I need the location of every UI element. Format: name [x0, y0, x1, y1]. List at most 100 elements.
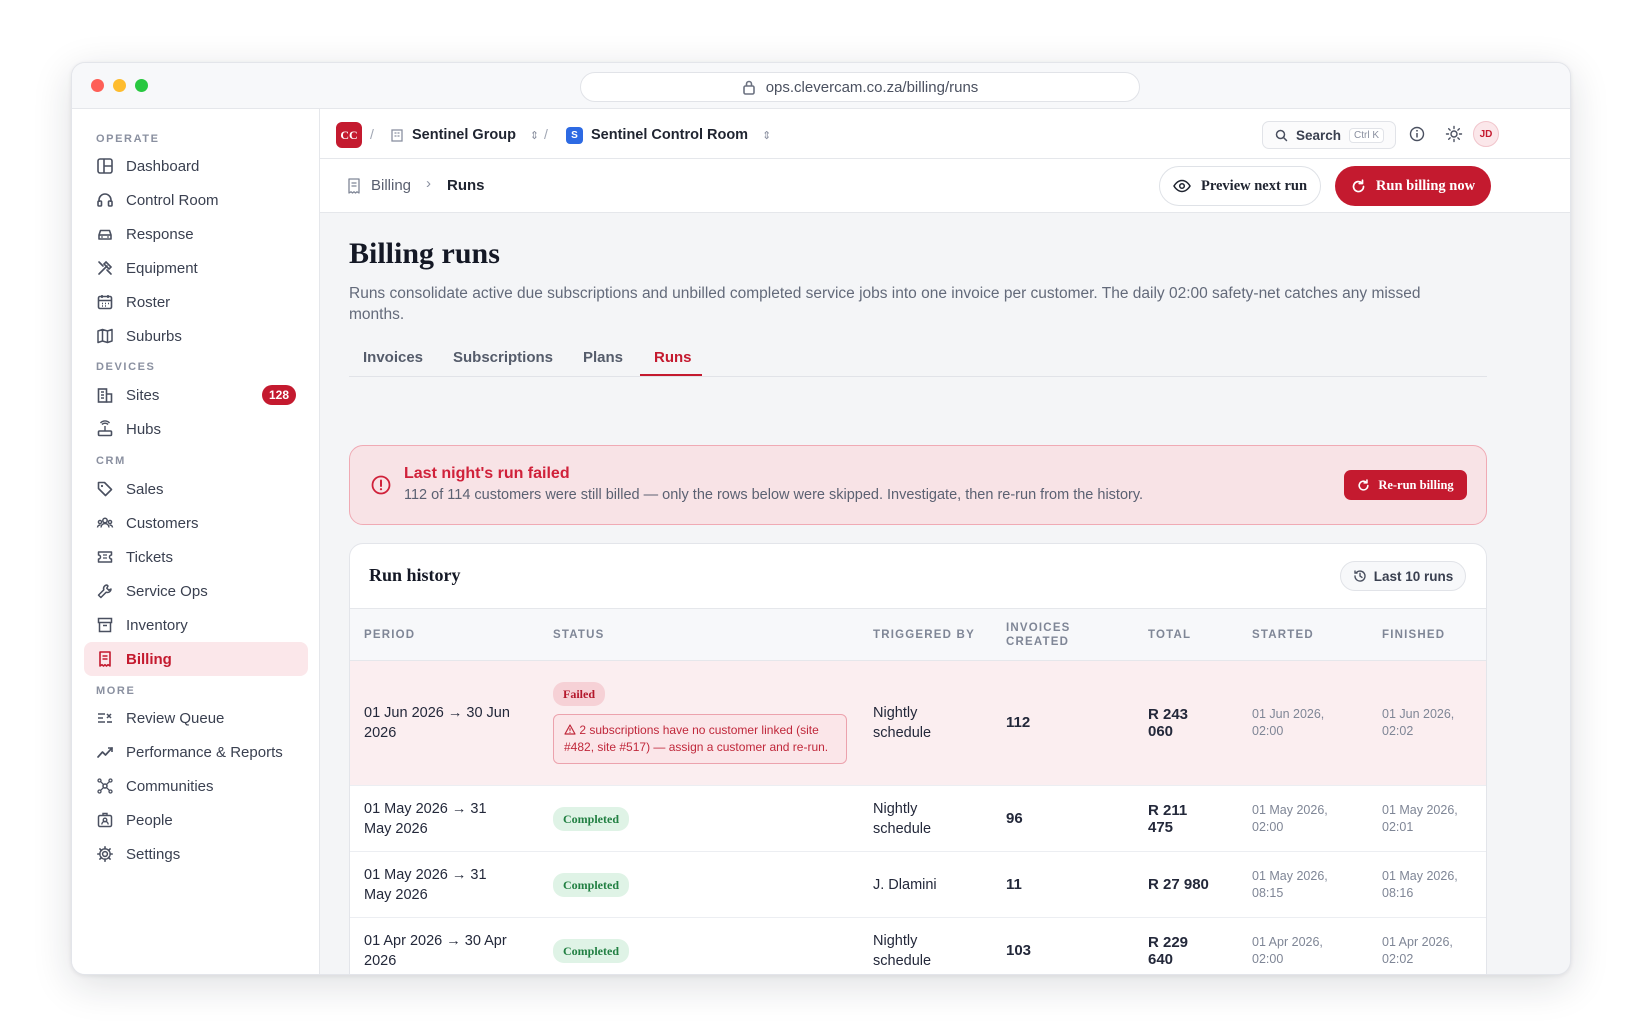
wrench-icon	[97, 584, 112, 599]
sidebar-item-sites[interactable]: Sites 128	[84, 378, 308, 412]
close-window-button[interactable]	[91, 79, 104, 92]
breadcrumb-separator: /	[370, 126, 374, 142]
table-row[interactable]: 01 May 2026 → 31 May 2026 Completed J. D…	[350, 851, 1486, 918]
status-cell: Completed	[539, 851, 859, 918]
sidebar-item-response[interactable]: Response	[84, 217, 308, 251]
tab-subscriptions[interactable]: Subscriptions	[453, 349, 554, 366]
refresh-icon	[1352, 178, 1365, 192]
started-cell: 01 May 2026, 08:15	[1238, 851, 1368, 918]
triggered-by-cell: Nightly schedule	[859, 785, 992, 852]
users-icon	[96, 517, 114, 528]
sidebar-item-label: Inventory	[126, 616, 188, 634]
column-header-status[interactable]: STATUS	[539, 608, 859, 661]
last-runs-filter[interactable]: Last 10 runs	[1340, 561, 1466, 591]
headset-icon	[97, 193, 113, 207]
sidebar-item-label: Settings	[126, 845, 181, 863]
status-badge-failed: Failed	[553, 682, 605, 706]
search-label: Search	[1296, 127, 1342, 143]
preview-next-run-button[interactable]: Preview next run	[1159, 166, 1321, 206]
sidebar-item-service-ops[interactable]: Service Ops	[84, 574, 308, 608]
sidebar-item-label: Performance & Reports	[126, 743, 283, 761]
car-icon	[98, 229, 112, 240]
tab-runs[interactable]: Runs	[654, 349, 692, 366]
sidebar-item-communities[interactable]: Communities	[84, 769, 308, 803]
column-header-finished[interactable]: FINISHED	[1368, 608, 1486, 661]
refresh-icon	[1358, 478, 1369, 491]
finished-cell: 01 Jun 2026, 02:02	[1368, 660, 1486, 786]
failed-run-alert: Last night's run failed 112 of 114 custo…	[349, 445, 1487, 525]
started-cell: 01 Jun 2026, 02:00	[1238, 660, 1368, 786]
rerun-billing-button[interactable]: Re-run billing	[1344, 470, 1467, 500]
sidebar-item-customers[interactable]: Customers	[84, 506, 308, 540]
sidebar-item-people[interactable]: People	[84, 803, 308, 837]
table-row[interactable]: 01 May 2026 → 31 May 2026 Completed Nigh…	[350, 785, 1486, 852]
search-button[interactable]: Search Ctrl K	[1262, 121, 1396, 149]
page-header: Billing › Runs Preview next run Run bill…	[320, 159, 1570, 213]
period-cell: 01 Apr 2026 → 30 Apr 2026	[350, 917, 539, 974]
address-bar[interactable]: ops.clevercam.co.za/billing/runs	[580, 72, 1140, 102]
search-icon	[1275, 129, 1288, 141]
alert-message: 112 of 114 customers were still billed —…	[404, 487, 1144, 503]
preview-next-run-label: Preview next run	[1200, 177, 1308, 194]
table-row[interactable]: 01 Jun 2026 → 30 Jun 2026 Failed 2 subsc…	[350, 660, 1486, 786]
run-history-table: PERIOD STATUS TRIGGERED BY INVOICES CREA…	[350, 608, 1486, 974]
column-header-started[interactable]: STARTED	[1238, 608, 1368, 661]
started-cell: 01 Apr 2026, 02:00	[1238, 917, 1368, 974]
sidebar-item-hubs[interactable]: Hubs	[84, 412, 308, 446]
triggered-by-cell: Nightly schedule	[859, 917, 992, 974]
started-cell: 01 May 2026, 02:00	[1238, 785, 1368, 852]
sidebar-item-performance-reports[interactable]: Performance & Reports	[84, 735, 308, 769]
column-header-total[interactable]: TOTAL	[1134, 608, 1238, 661]
sidebar-item-inventory[interactable]: Inventory	[84, 608, 308, 642]
org-switcher[interactable]: Sentinel Group ⇕	[390, 123, 539, 147]
sun-icon[interactable]	[1445, 125, 1463, 143]
sites-count-badge: 128	[261, 385, 296, 405]
finished-cell: 01 May 2026, 02:01	[1368, 785, 1486, 852]
app-logo[interactable]: CC	[336, 122, 362, 148]
receipt-icon	[348, 178, 360, 194]
tab-invoices[interactable]: Invoices	[363, 349, 424, 366]
maximize-window-button[interactable]	[135, 79, 148, 92]
info-icon[interactable]	[1409, 126, 1425, 142]
user-avatar[interactable]: JD	[1473, 121, 1499, 147]
sidebar-item-dashboard[interactable]: Dashboard	[84, 149, 308, 183]
invoices-created-cell: 112	[992, 660, 1134, 786]
archive-icon	[97, 617, 113, 633]
run-billing-now-button[interactable]: Run billing now	[1335, 166, 1491, 206]
sidebar-item-review-queue[interactable]: Review Queue	[84, 701, 308, 735]
status-cell: Completed	[539, 917, 859, 974]
sidebar-item-equipment[interactable]: Equipment	[84, 251, 308, 285]
sidebar-item-suburbs[interactable]: Suburbs	[84, 319, 308, 353]
invoices-created-cell: 96	[992, 785, 1134, 852]
sidebar-item-label: Roster	[126, 293, 171, 311]
period-cell: 01 Jun 2026 → 30 Jun 2026	[350, 660, 539, 786]
status-cell: Completed	[539, 785, 859, 852]
run-history-card: Run history Last 10 runs PERIOD STATUS T…	[349, 543, 1487, 974]
sidebar-item-control-room[interactable]: Control Room	[84, 183, 308, 217]
status-badge-completed: Completed	[553, 938, 629, 963]
sidebar-item-billing[interactable]: Billing	[84, 642, 308, 676]
chevron-right-icon: ›	[426, 175, 431, 192]
breadcrumb-separator: /	[544, 126, 548, 142]
sidebar-item-label: Dashboard	[126, 157, 200, 175]
control-room-switcher[interactable]: S Sentinel Control Room ⇕	[566, 123, 771, 147]
sidebar-item-settings[interactable]: Settings	[84, 837, 308, 871]
active-tab-underline	[640, 374, 702, 376]
sidebar-item-sales[interactable]: Sales	[84, 472, 308, 506]
sidebar-item-label: Hubs	[126, 420, 162, 438]
tab-plans[interactable]: Plans	[583, 349, 624, 366]
column-header-invoices-created[interactable]: INVOICES CREATED	[992, 608, 1134, 661]
total-cell: R 27 980	[1134, 851, 1238, 918]
table-row[interactable]: 01 Apr 2026 → 30 Apr 2026 Completed Nigh…	[350, 917, 1486, 974]
sidebar-item-tickets[interactable]: Tickets	[84, 540, 308, 574]
minimize-window-button[interactable]	[113, 79, 126, 92]
sidebar-item-roster[interactable]: Roster	[84, 285, 308, 319]
section-label-crm: CRM	[96, 455, 126, 467]
column-header-period[interactable]: PERIOD	[350, 608, 539, 661]
breadcrumb-billing-link[interactable]: Billing	[371, 177, 412, 194]
period-cell: 01 May 2026 → 31 May 2026	[350, 851, 539, 918]
run-error-message: 2 subscriptions have no customer linked …	[553, 714, 847, 764]
column-header-triggered-by[interactable]: TRIGGERED BY	[859, 608, 992, 661]
sidebar-item-label: Equipment	[126, 259, 198, 277]
sidebar-item-label: Communities	[126, 777, 214, 795]
